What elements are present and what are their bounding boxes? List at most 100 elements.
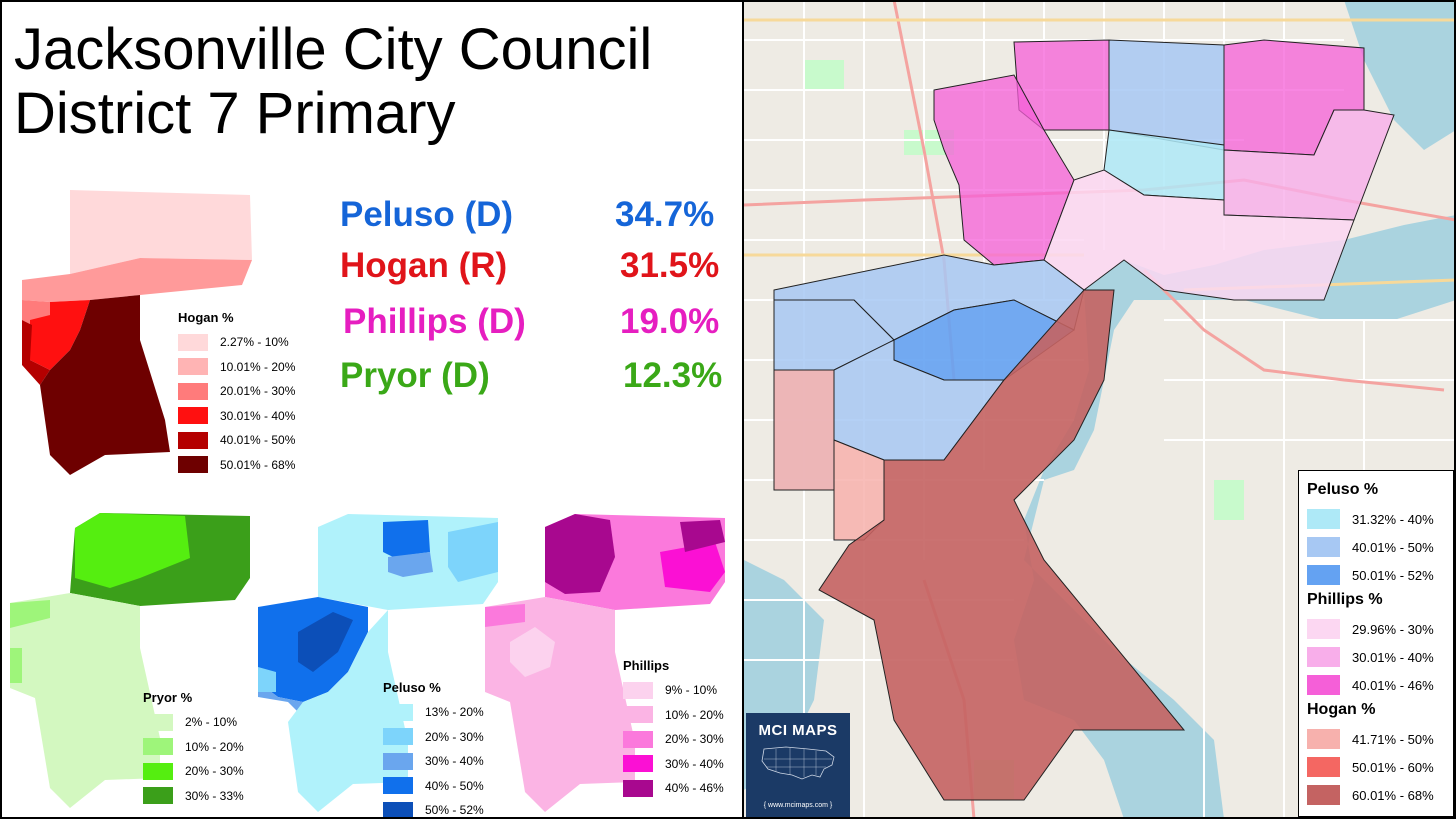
- legend-swatch: [383, 728, 413, 746]
- result-pct-hogan: 31.5%: [620, 246, 720, 285]
- legend-label: 30.01% - 40%: [1352, 649, 1434, 665]
- legend-label: 20% - 30%: [665, 732, 724, 747]
- legend-label: 10% - 20%: [185, 739, 244, 754]
- legend-row: 40% - 50%: [383, 774, 484, 799]
- legend-row: 2% - 10%: [143, 710, 244, 735]
- legend-swatch: [383, 752, 413, 770]
- legend-swatch: [1307, 729, 1340, 749]
- mci-maps-logo: MCI MAPS { www.mcimaps.com }: [746, 713, 850, 817]
- legend-label: 30% - 40%: [665, 756, 724, 771]
- title-line-2: District 7 Primary: [14, 81, 456, 146]
- legend-title-peluso: Peluso %: [1307, 481, 1379, 498]
- legend-label: 20% - 30%: [185, 764, 244, 779]
- legend-label: 29.96% - 30%: [1352, 621, 1434, 637]
- legend-swatch: [178, 431, 208, 449]
- peluso-mini-legend: Peluso % 13% - 20% 20% - 30% 30% - 40% 4…: [383, 680, 484, 823]
- legend-row: 20% - 30%: [623, 727, 724, 752]
- legend-swatch: [178, 456, 208, 474]
- hogan-mini-map: [22, 190, 252, 475]
- peluso-mini-legend-title: Peluso %: [383, 680, 441, 695]
- legend-row: 9% - 10%: [623, 678, 724, 703]
- legend-label: 13% - 20%: [425, 705, 484, 720]
- legend-label: 30% - 40%: [425, 754, 484, 769]
- legend-row: 60.01% - 68%: [1307, 781, 1445, 809]
- precinct-hogan: [818, 289, 1186, 801]
- legend-swatch: [178, 358, 208, 376]
- legend-label: 31.32% - 40%: [1352, 511, 1434, 527]
- legend-label: 40.01% - 50%: [1352, 539, 1434, 555]
- legend-swatch: [1307, 757, 1340, 777]
- legend-swatch: [143, 738, 173, 756]
- legend-swatch: [383, 703, 413, 721]
- pryor-mini-legend-title: Pryor %: [143, 690, 193, 705]
- legend-swatch: [143, 713, 173, 731]
- legend-label: 30.01% - 40%: [220, 408, 296, 423]
- legend-row: 50.01% - 52%: [1307, 561, 1445, 589]
- legend-swatch: [143, 762, 173, 780]
- pryor-mini-map: [10, 513, 250, 808]
- page-title: Jacksonville City Council District 7 Pri…: [14, 18, 652, 146]
- legend-row: 2.27% - 10%: [178, 330, 295, 355]
- legend-label: 50.01% - 68%: [220, 457, 296, 472]
- hogan-mini-legend: Hogan % 2.27% - 10% 10.01% - 20% 20.01% …: [178, 310, 295, 477]
- result-name-pryor: Pryor (D): [340, 356, 490, 395]
- legend-label: 50% - 52%: [425, 803, 484, 818]
- legend-row: 20.01% - 30%: [178, 379, 295, 404]
- legend-swatch: [623, 755, 653, 773]
- result-pct-phillips: 19.0%: [620, 302, 720, 341]
- pryor-mini-legend: Pryor % 2% - 10% 10% - 20% 20% - 30% 30%…: [143, 690, 244, 808]
- legend-label: 2% - 10%: [185, 715, 238, 730]
- legend-row: 10% - 20%: [143, 735, 244, 760]
- logo-url: { www.mcimaps.com }: [763, 802, 833, 809]
- legend-row: 10.01% - 20%: [178, 355, 295, 380]
- legend-label: 60.01% - 68%: [1352, 787, 1434, 803]
- legend-label: 20.01% - 30%: [220, 384, 296, 399]
- phillips-mini-map: [485, 514, 725, 812]
- legend-row: 20% - 30%: [383, 725, 484, 750]
- phillips-mini-legend-title: Phillips: [623, 658, 670, 673]
- legend-swatch: [623, 681, 653, 699]
- legend-swatch: [383, 777, 413, 795]
- legend-swatch: [1307, 675, 1340, 695]
- legend-row: 50% - 52%: [383, 798, 484, 823]
- legend-row: 50.01% - 60%: [1307, 753, 1445, 781]
- legend-title-hogan: Hogan %: [1307, 701, 1376, 718]
- precinct-map: [744, 0, 1456, 819]
- precinct-map-legend: Peluso % 31.32% - 40% 40.01% - 50% 50.01…: [1298, 470, 1454, 817]
- legend-label: 2.27% - 10%: [220, 335, 289, 350]
- legend-row: 40% - 46%: [623, 776, 724, 801]
- legend-label: 40% - 50%: [425, 778, 484, 793]
- infographic-panel: Jacksonville City Council District 7 Pri…: [10, 17, 725, 819]
- legend-swatch: [143, 787, 173, 805]
- legend-row: 30% - 33%: [143, 784, 244, 809]
- result-name-hogan: Hogan (R): [340, 246, 508, 285]
- legend-row: 13% - 20%: [383, 700, 484, 725]
- legend-swatch: [1307, 647, 1340, 667]
- legend-row: 30.01% - 40%: [1307, 643, 1445, 671]
- peluso-mini-map: [258, 514, 498, 812]
- us-map-icon: [761, 746, 835, 780]
- legend-swatch: [178, 382, 208, 400]
- legend-row: 20% - 30%: [143, 759, 244, 784]
- legend-label: 10.01% - 20%: [220, 359, 296, 374]
- legend-swatch: [178, 407, 208, 425]
- legend-row: 41.71% - 50%: [1307, 725, 1445, 753]
- legend-label: 50.01% - 52%: [1352, 567, 1434, 583]
- legend-row: 10% - 20%: [623, 703, 724, 728]
- legend-label: 10% - 20%: [665, 707, 724, 722]
- legend-swatch: [1307, 537, 1340, 557]
- legend-row: 50.01% - 68%: [178, 453, 295, 478]
- legend-row: 30% - 40%: [623, 752, 724, 777]
- panel-divider: [742, 0, 744, 819]
- legend-label: 40.01% - 46%: [1352, 677, 1434, 693]
- legend-label: 40% - 46%: [665, 781, 724, 796]
- precinct-phillips: [1043, 169, 1355, 301]
- legend-row: 40.01% - 50%: [1307, 533, 1445, 561]
- precinct-hogan: [773, 369, 835, 491]
- legend-swatch: [1307, 565, 1340, 585]
- legend-row: 29.96% - 30%: [1307, 615, 1445, 643]
- legend-swatch: [623, 706, 653, 724]
- park-area: [804, 60, 844, 90]
- legend-swatch: [1307, 509, 1340, 529]
- logo-name: MCI MAPS: [758, 722, 838, 739]
